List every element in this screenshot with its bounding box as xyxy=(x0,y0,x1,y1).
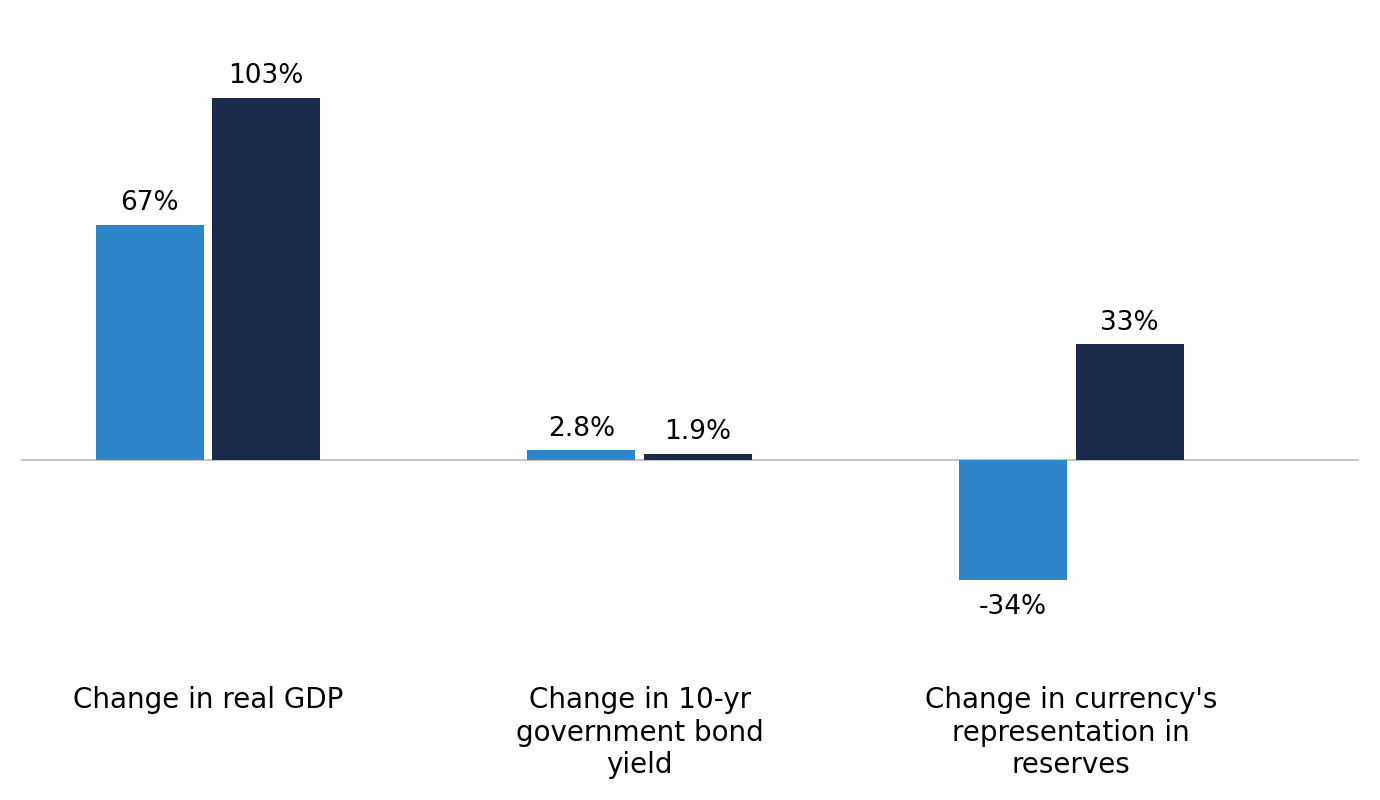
Bar xyxy=(1075,344,1184,460)
Text: 1.9%: 1.9% xyxy=(664,419,731,445)
Text: 2.8%: 2.8% xyxy=(548,416,615,442)
Bar xyxy=(644,454,752,460)
Text: -34%: -34% xyxy=(978,594,1047,620)
Bar xyxy=(959,460,1067,580)
Text: 103%: 103% xyxy=(229,63,304,90)
Bar xyxy=(527,450,635,460)
Text: 67%: 67% xyxy=(120,190,179,216)
Bar xyxy=(213,98,320,460)
Text: 33%: 33% xyxy=(1100,310,1159,335)
Bar xyxy=(95,225,204,460)
